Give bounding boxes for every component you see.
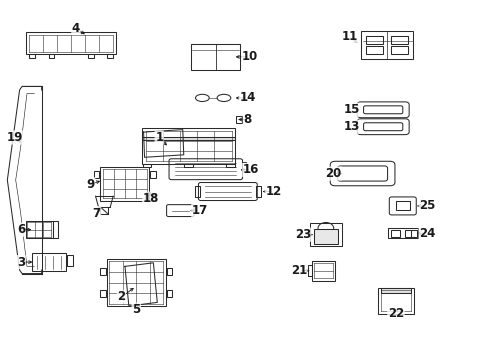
Bar <box>362 31 413 59</box>
Bar <box>150 171 156 178</box>
Bar <box>391 46 408 54</box>
Bar <box>29 54 35 58</box>
Text: 11: 11 <box>341 30 358 43</box>
Text: 6: 6 <box>17 223 25 236</box>
Text: 22: 22 <box>388 307 404 320</box>
Bar <box>405 230 411 237</box>
Bar <box>67 255 73 266</box>
Bar <box>25 32 116 54</box>
Bar <box>145 195 156 201</box>
Text: 12: 12 <box>265 185 282 198</box>
Text: 5: 5 <box>132 303 140 316</box>
Bar <box>236 116 242 123</box>
Bar <box>32 253 66 271</box>
Bar <box>411 230 416 237</box>
Text: 1: 1 <box>155 131 163 144</box>
Text: 4: 4 <box>72 22 80 35</box>
Bar <box>226 164 235 167</box>
Bar <box>94 171 99 178</box>
Text: 13: 13 <box>343 120 360 133</box>
Bar <box>308 265 312 276</box>
Text: 23: 23 <box>294 228 311 241</box>
Text: 21: 21 <box>291 264 307 277</box>
Bar <box>381 288 411 293</box>
Bar <box>378 288 415 314</box>
Text: 17: 17 <box>192 204 208 217</box>
Text: 20: 20 <box>325 167 342 180</box>
Text: 7: 7 <box>93 207 100 220</box>
Bar <box>143 164 151 167</box>
Bar <box>88 54 94 58</box>
Text: 8: 8 <box>244 113 251 126</box>
Bar <box>310 223 342 246</box>
Bar <box>53 221 58 238</box>
Bar <box>142 137 235 140</box>
Bar <box>314 229 338 244</box>
Bar <box>26 221 53 238</box>
Bar <box>100 166 149 201</box>
Text: 2: 2 <box>118 291 125 303</box>
Bar <box>142 128 235 164</box>
Bar <box>167 268 172 275</box>
Text: 16: 16 <box>243 163 259 176</box>
Bar <box>49 54 54 58</box>
Bar <box>256 186 261 197</box>
Text: 19: 19 <box>6 131 23 144</box>
Bar <box>195 186 200 197</box>
Bar <box>396 202 410 210</box>
Bar <box>146 192 150 195</box>
Text: 15: 15 <box>343 103 360 116</box>
Bar <box>391 230 400 237</box>
Bar <box>367 36 384 44</box>
Bar <box>184 164 193 167</box>
Bar <box>167 290 172 297</box>
Bar <box>388 228 418 238</box>
Bar <box>367 46 384 54</box>
Text: 18: 18 <box>143 192 159 205</box>
Text: 3: 3 <box>17 256 25 269</box>
Bar <box>100 268 106 275</box>
Text: 9: 9 <box>87 178 95 191</box>
Bar <box>312 261 335 281</box>
Bar <box>191 44 240 70</box>
Text: 10: 10 <box>242 50 258 63</box>
Bar <box>242 162 246 169</box>
Text: 25: 25 <box>419 199 436 212</box>
Text: 14: 14 <box>239 91 256 104</box>
Bar <box>391 36 408 44</box>
Text: 24: 24 <box>419 227 436 240</box>
Bar <box>100 290 106 297</box>
Bar <box>107 54 113 58</box>
Bar <box>107 259 166 306</box>
